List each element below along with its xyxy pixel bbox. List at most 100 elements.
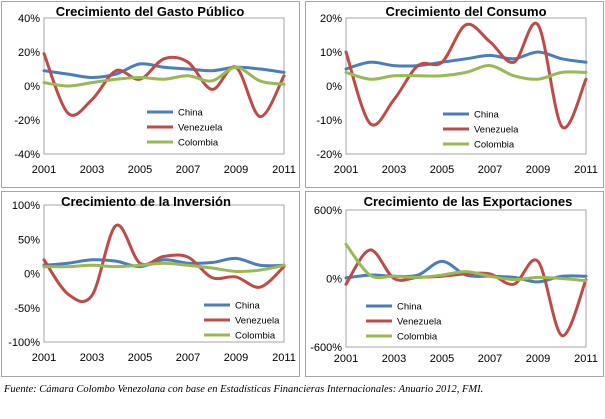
plot-area [43, 204, 285, 343]
data-point-colombia [162, 78, 166, 81]
source-note: Fuente: Cámara Colombo Venezolana con ba… [4, 384, 484, 395]
data-point-colombia [464, 270, 468, 273]
chart-title: Crecimiento del Gasto Público [56, 4, 245, 19]
data-point-china [512, 57, 516, 60]
data-point-colombia [536, 276, 540, 279]
data-point-china [282, 71, 286, 74]
data-point-china [464, 57, 468, 60]
data-point-colombia [258, 268, 262, 272]
data-point-venezuela [464, 23, 468, 26]
legend-label-china: China [397, 302, 423, 313]
data-point-colombia [258, 79, 262, 83]
x-tick-label: 2001 [32, 164, 56, 176]
data-point-china [368, 61, 372, 64]
data-point-venezuela [368, 248, 372, 252]
legend-label-china: China [474, 110, 500, 121]
data-point-colombia [560, 71, 564, 74]
chart-title: Crecimiento de las Exportaciones [364, 194, 573, 209]
chart-panel-consumo: Crecimiento del Consumo 20% 10% 0% -10% -20% 2… [305, 1, 604, 188]
data-point-colombia [234, 66, 238, 69]
series-line-venezuela [344, 21, 588, 130]
data-point-venezuela [560, 125, 564, 128]
y-tick-label: -20% [316, 149, 342, 161]
data-point-colombia [42, 81, 46, 84]
data-point-china [440, 260, 444, 263]
x-tick-label: 2011 [574, 164, 598, 176]
data-point-colombia [138, 76, 142, 79]
legend-label-venezuela: Venezuela [397, 317, 442, 328]
data-point-venezuela [464, 272, 468, 276]
y-tick-label: 20% [320, 13, 342, 25]
chart-panel-gasto-publico: Crecimiento del Gasto Público 40% 20% 0% -20… [1, 1, 300, 188]
y-tick-label: 600% [314, 205, 342, 217]
data-point-venezuela [584, 78, 588, 81]
data-point-colombia [368, 273, 372, 277]
chart-title: Crecimiento de la Inversión [61, 194, 231, 209]
data-point-venezuela [210, 276, 214, 279]
chart-panel-inversion: Crecimiento de la Inversión 100% 50% 0% -50%… [1, 191, 300, 377]
data-point-colombia [560, 277, 564, 280]
data-point-venezuela [282, 74, 286, 78]
data-point-china [488, 54, 492, 57]
data-point-venezuela [512, 61, 516, 64]
data-point-colombia [42, 265, 46, 268]
legend-label-colombia: Colombia [474, 140, 515, 151]
data-point-venezuela [90, 294, 94, 297]
data-point-colombia [186, 74, 190, 78]
data-point-china [560, 57, 564, 60]
data-point-colombia [282, 83, 286, 86]
data-point-colombia [584, 71, 588, 74]
x-tick-label: 2003 [80, 352, 104, 364]
data-point-colombia [392, 275, 396, 278]
data-point-china [258, 264, 262, 267]
data-point-venezuela [440, 61, 444, 64]
x-tick-label: 2001 [334, 353, 358, 365]
y-tick-label: 100% [12, 200, 40, 212]
y-tick-label: 50% [18, 234, 40, 246]
data-point-colombia [440, 273, 444, 277]
series-line-china [42, 62, 286, 79]
y-tick-label: 0% [24, 81, 40, 93]
x-tick-label: 2007 [478, 164, 502, 176]
x-tick-label: 2003 [382, 353, 406, 365]
data-point-venezuela [392, 277, 396, 280]
data-point-china [66, 72, 70, 76]
x-tick-label: 2009 [526, 353, 550, 365]
x-tick-label: 2011 [574, 353, 598, 365]
y-tick-label: 0% [326, 274, 342, 286]
data-point-venezuela [392, 98, 396, 101]
data-point-china [392, 64, 396, 67]
x-tick-label: 2011 [272, 164, 296, 176]
y-tick-label: -100% [8, 337, 40, 349]
x-tick-label: 2007 [176, 164, 200, 176]
data-point-china [66, 262, 70, 265]
data-point-china [162, 258, 166, 261]
y-tick-label: 40% [18, 13, 40, 25]
legend-label-china: China [235, 301, 261, 312]
plot-area [43, 17, 285, 155]
x-tick-label: 2001 [334, 164, 358, 176]
data-point-venezuela [488, 272, 492, 276]
data-point-colombia [368, 78, 372, 81]
y-tick-label: 0% [326, 81, 342, 93]
data-point-colombia [584, 279, 588, 282]
data-point-venezuela [66, 292, 70, 296]
data-point-colombia [536, 78, 540, 81]
x-tick-label: 2001 [32, 352, 56, 364]
data-point-colombia [90, 264, 94, 267]
plot-area [345, 17, 587, 155]
y-tick-label: 20% [18, 47, 40, 59]
data-point-china [90, 258, 94, 261]
y-tick-label: 10% [320, 47, 342, 59]
data-point-china [162, 66, 166, 69]
data-point-colombia [66, 84, 70, 88]
data-point-venezuela [114, 69, 118, 72]
y-tick-label: -600% [310, 342, 342, 354]
data-point-venezuela [344, 283, 348, 286]
data-point-colombia [210, 79, 214, 83]
x-tick-label: 2009 [224, 352, 248, 364]
series-line-china [344, 50, 588, 71]
data-point-china [512, 276, 516, 279]
data-point-china [90, 76, 94, 79]
data-point-colombia [138, 264, 142, 267]
